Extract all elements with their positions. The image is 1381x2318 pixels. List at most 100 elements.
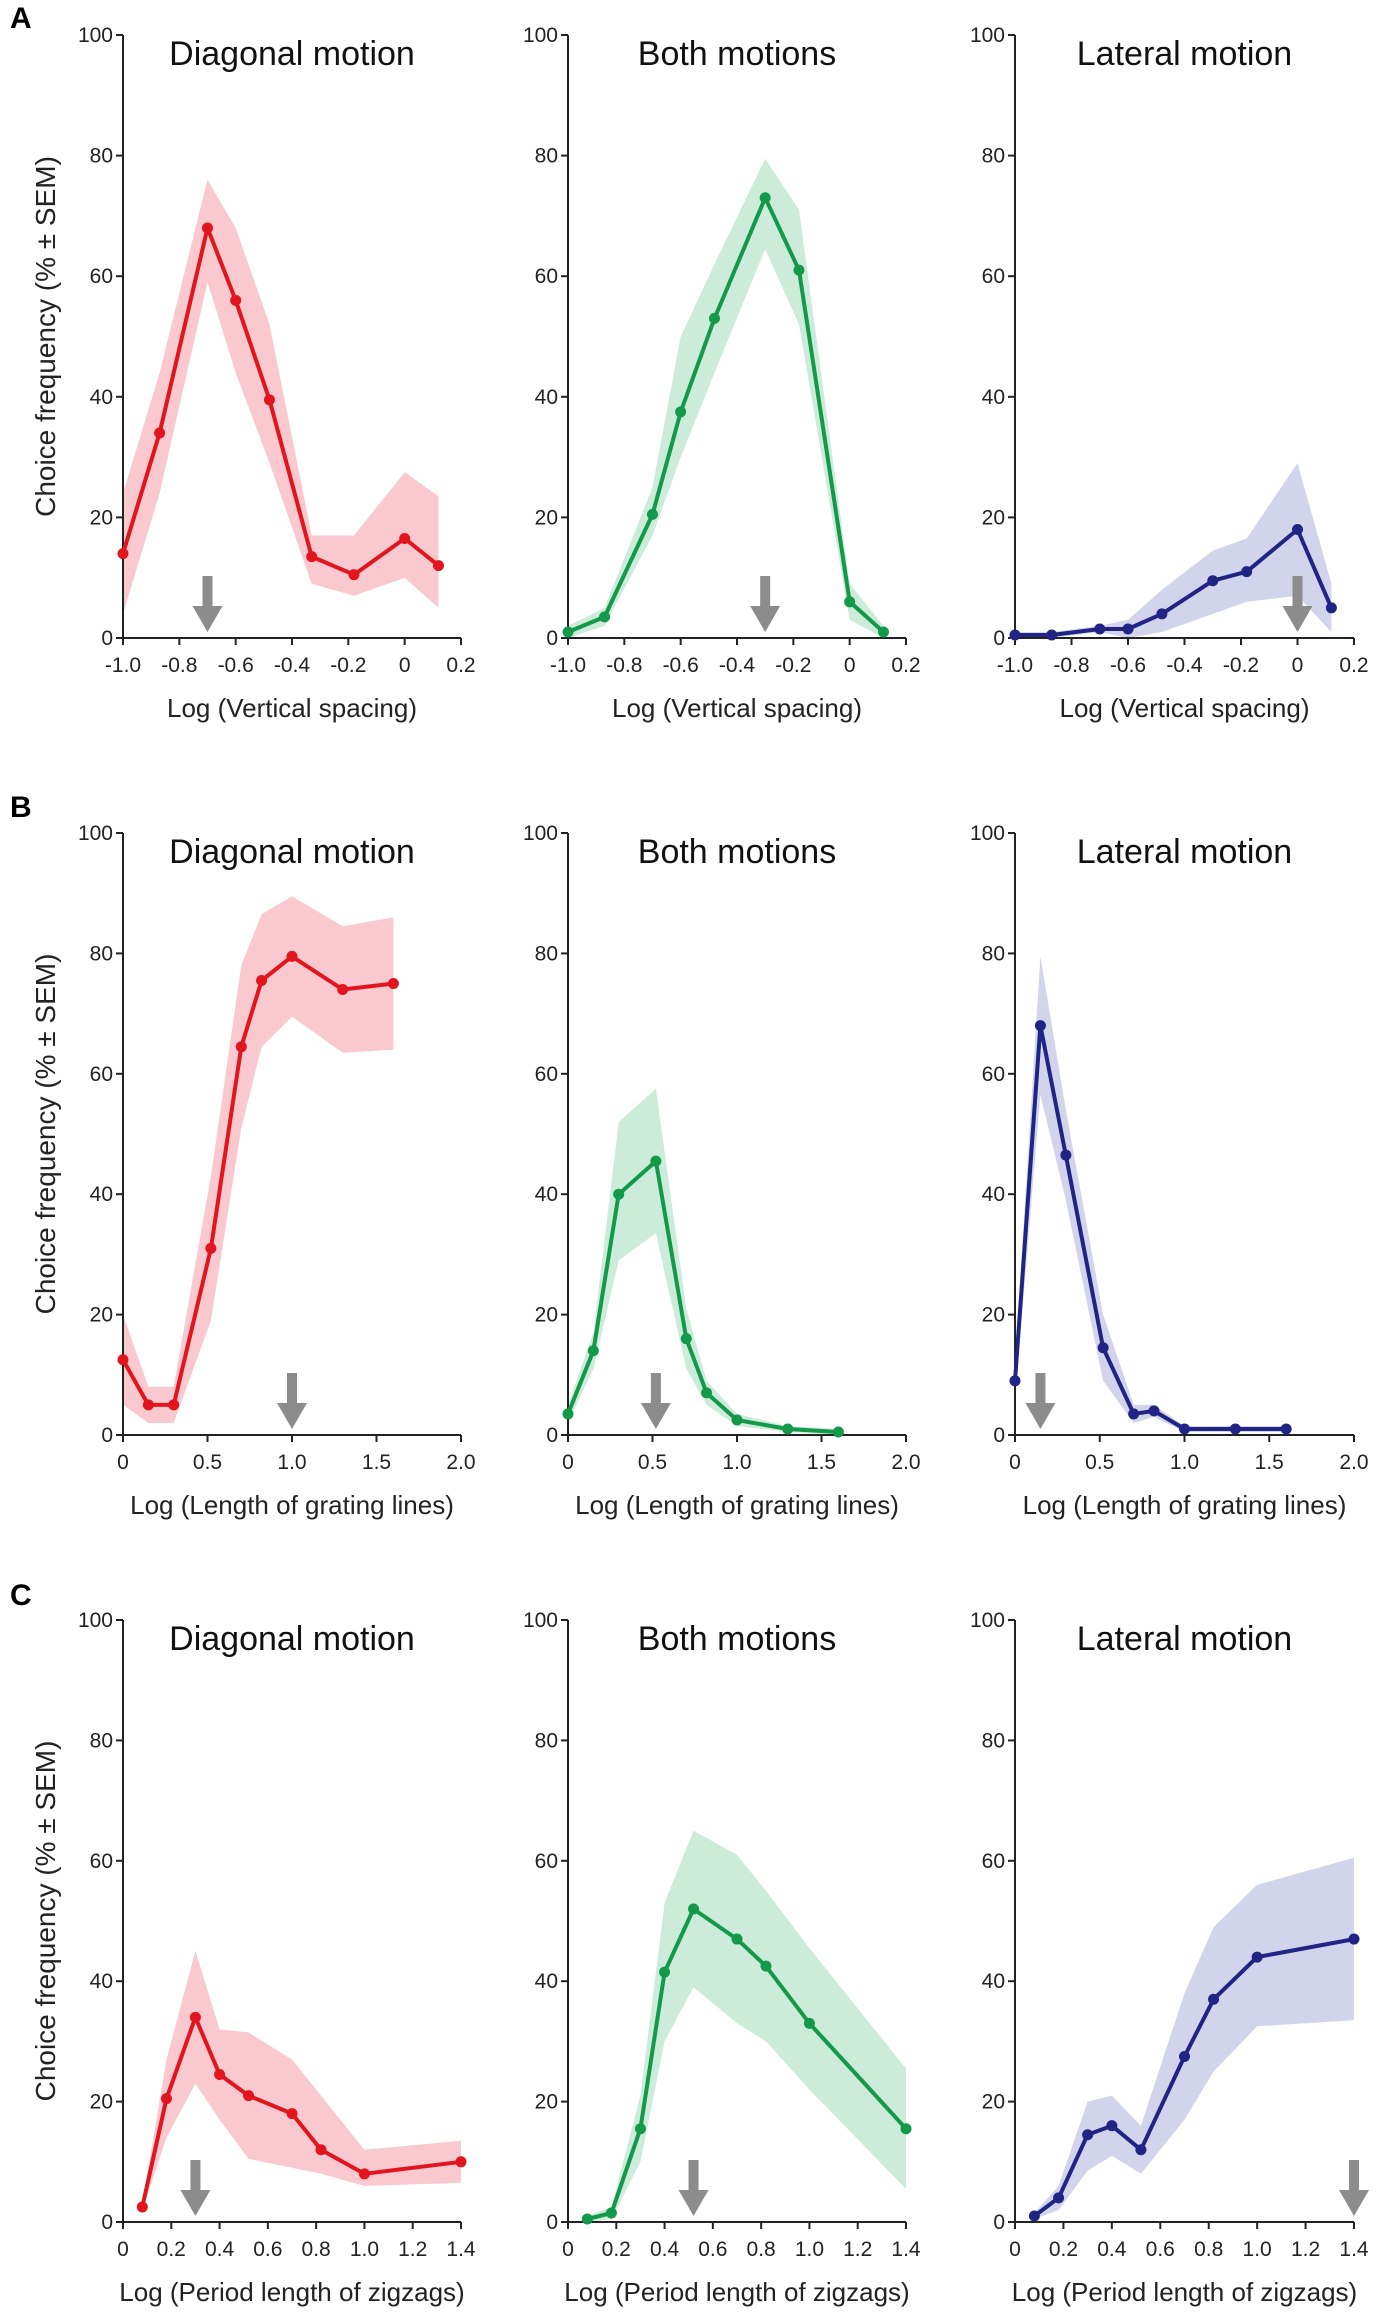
panel-c-1: 0 20 40 60 80 100 0 0.2 0.4 0.6 0.8 1.0 1.2 1.4 Log (P… (78, 1609, 476, 2307)
data-point (1229, 1423, 1241, 1435)
x-tick-label: 0 (1009, 1451, 1021, 1474)
y-tick-label: 0 (101, 627, 113, 650)
data-point (189, 2011, 201, 2023)
y-tick-label: 100 (78, 1609, 113, 1632)
x-axis-label: Log (Length of grating lines) (1023, 1490, 1347, 1520)
row-label: B (10, 791, 32, 824)
data-point (1097, 1342, 1109, 1354)
x-tick-label: 1.0 (350, 2238, 379, 2261)
y-tick-label: 80 (535, 1729, 558, 1752)
x-tick-label: 0 (562, 1451, 574, 1474)
down-arrow-icon (277, 1373, 307, 1429)
y-axis-label: Choice frequency (% ± SEM) (30, 156, 61, 517)
data-point (759, 192, 771, 204)
y-tick-label: 40 (982, 1970, 1005, 1993)
x-tick-label: -1.0 (550, 654, 586, 677)
panel-title: Diagonal motion (169, 833, 415, 871)
data-point (708, 312, 720, 324)
x-axis-label: Log (Vertical spacing) (1059, 693, 1309, 723)
data-point (587, 1345, 599, 1357)
data-point (337, 984, 349, 996)
y-tick-label: 60 (535, 265, 558, 288)
y-tick-label: 100 (970, 1609, 1005, 1632)
y-tick-label: 60 (535, 1850, 558, 1873)
data-point (117, 548, 129, 560)
x-tick-label: 0.2 (1049, 2238, 1078, 2261)
data-point (256, 974, 268, 986)
x-tick-label: 1.2 (398, 2238, 427, 2261)
x-axis-label: Log (Period length of zigzags) (1012, 2277, 1357, 2307)
x-tick-label: -1.0 (105, 654, 141, 677)
panel-b-1: 0 20 40 60 80 100 0 0.5 1.0 1.5 2.0 Log (Length of … (78, 822, 476, 1520)
data-point (1106, 2120, 1118, 2132)
data-point (432, 560, 444, 572)
y-tick-label: 100 (78, 822, 113, 845)
x-tick-label: 1.0 (795, 2238, 824, 2261)
data-point (1135, 2144, 1147, 2156)
x-tick-label: -0.8 (1053, 654, 1089, 677)
panel-title: Diagonal motion (169, 1620, 415, 1658)
x-axis-label: Log (Length of grating lines) (130, 1490, 454, 1520)
down-arrow-icon (192, 576, 223, 632)
x-tick-label: 0.2 (891, 654, 920, 677)
panel-title: Lateral motion (1077, 35, 1292, 73)
data-point (562, 626, 574, 638)
y-tick-label: 20 (90, 2091, 113, 2114)
x-tick-label: 0 (1009, 2238, 1021, 2261)
x-tick-label: 1.4 (891, 2238, 921, 2261)
down-arrow-icon (640, 1373, 671, 1429)
x-tick-label: 0 (562, 2238, 574, 2261)
data-point (202, 222, 213, 234)
y-tick-label: 40 (535, 386, 558, 409)
data-point (160, 2093, 172, 2105)
x-tick-label: 0.5 (1085, 1451, 1114, 1474)
data-point (263, 394, 275, 406)
y-tick-label: 0 (546, 2211, 558, 2234)
data-point (760, 1960, 772, 1972)
y-tick-label: 40 (535, 1970, 558, 1993)
y-tick-label: 100 (970, 822, 1005, 845)
data-point (142, 1399, 154, 1411)
x-tick-label: -0.4 (274, 654, 311, 677)
y-tick-label: 60 (90, 265, 113, 288)
x-axis-label: Log (Vertical spacing) (167, 693, 417, 723)
x-tick-label: 0.5 (638, 1451, 667, 1474)
data-point (455, 2156, 467, 2168)
row-label: A (10, 2, 32, 35)
y-tick-label: 20 (535, 2091, 558, 2114)
y-tick-label: 80 (535, 145, 558, 168)
data-point (731, 1414, 743, 1426)
y-tick-label: 60 (90, 1850, 113, 1873)
y-tick-label: 100 (523, 1609, 558, 1632)
panel-title: Lateral motion (1077, 1620, 1292, 1658)
y-axis-label: Choice frequency (% ± SEM) (30, 954, 61, 1315)
y-tick-label: 100 (523, 24, 558, 47)
data-point (688, 1903, 700, 1915)
panel-title: Diagonal motion (169, 35, 415, 73)
x-tick-label: -0.6 (1110, 654, 1146, 677)
data-point (599, 611, 611, 623)
panel-a-1: 0 20 40 60 80 100 -1.0 -0.8 -0.6 -0.4 -0.2 0 0.2 Log … (78, 24, 476, 723)
sem-band (142, 1951, 462, 2210)
data-point (1156, 608, 1168, 620)
data-point (1034, 1020, 1046, 1032)
x-axis-label: Log (Period length of zigzags) (564, 2277, 909, 2307)
data-point (659, 1966, 671, 1978)
x-tick-label: 0.8 (1194, 2238, 1223, 2261)
data-point (205, 1242, 217, 1254)
x-tick-label: -0.8 (606, 654, 642, 677)
sem-band (123, 179, 439, 614)
data-point (1348, 1933, 1360, 1945)
y-tick-label: 40 (982, 386, 1005, 409)
x-tick-label: 1.0 (277, 1451, 306, 1474)
panel-c-3: 0 20 40 60 80 100 0 0.2 0.4 0.6 0.8 1.0 1.2 1.4 Log (P… (970, 1609, 1369, 2307)
data-point (680, 1333, 692, 1345)
y-tick-label: 20 (535, 506, 558, 529)
sem-band (1015, 956, 1287, 1432)
x-tick-label: 0.2 (157, 2238, 186, 2261)
x-tick-label: -0.6 (218, 654, 254, 677)
data-point (1094, 623, 1106, 635)
y-tick-label: 0 (101, 1424, 113, 1447)
data-point (731, 1933, 743, 1945)
